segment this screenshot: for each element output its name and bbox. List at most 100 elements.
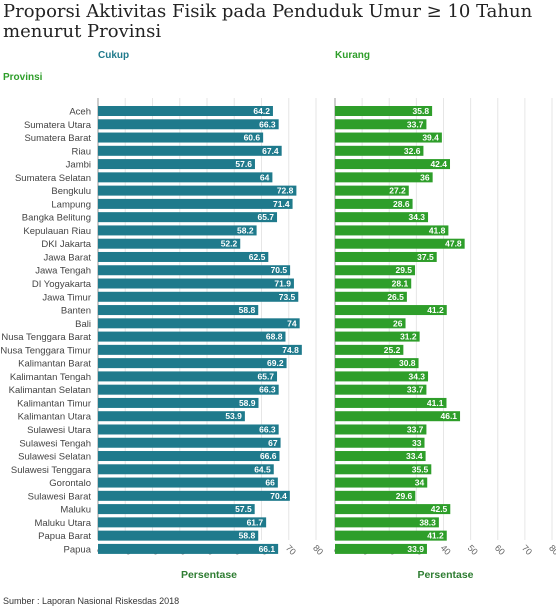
bar-cukup <box>98 451 280 462</box>
data-label-cukup: 67.4 <box>262 146 279 156</box>
bar-cukup <box>98 159 255 170</box>
bar-cukup <box>98 198 293 209</box>
bar-chart: Aceh Sumatera Utara Sumatera Barat Riau Jamb… <box>0 98 556 581</box>
bar-cukup <box>98 145 282 156</box>
bar-kurang <box>335 344 404 355</box>
x-tick-label: 60 <box>493 543 507 557</box>
data-label-cukup: 68.8 <box>266 332 283 342</box>
bar-cukup <box>98 371 278 382</box>
category-label: Sulawesi Utara <box>27 425 92 436</box>
bar-kurang <box>335 371 429 382</box>
bar-cukup <box>98 437 281 448</box>
x-axis-title-cukup: Persentase <box>181 569 237 581</box>
data-label-cukup: 58.8 <box>239 531 256 541</box>
category-label: Sulawesi Tenggara <box>11 465 92 476</box>
bar-cukup <box>98 397 259 408</box>
data-label-kurang: 41.1 <box>427 398 444 408</box>
bar-cukup <box>98 265 291 276</box>
panel-title-cukup: Cukup <box>98 50 130 61</box>
data-label-cukup: 66.3 <box>259 119 276 129</box>
bar-cukup <box>98 185 297 196</box>
data-label-kurang: 29.6 <box>396 491 413 501</box>
bar-cukup <box>98 331 286 342</box>
data-label-kurang: 26.5 <box>387 292 404 302</box>
data-label-kurang: 47.8 <box>445 239 462 249</box>
category-label: Kalimantan Tengah <box>10 372 91 383</box>
data-label-cukup: 66.1 <box>259 544 276 554</box>
chart-title: Proporsi Aktivitas Fisik pada Penduduk U… <box>3 1 533 42</box>
bar-cukup <box>98 464 274 475</box>
category-label: Gorontalo <box>49 478 91 489</box>
data-label-cukup: 65.7 <box>257 371 274 381</box>
category-label: Sumatera Utara <box>24 120 92 131</box>
bar-kurang <box>335 251 437 262</box>
data-label-cukup: 74 <box>287 318 297 328</box>
data-label-kurang: 28.6 <box>393 199 410 209</box>
category-label: Kalimantan Selatan <box>9 385 91 396</box>
data-label-cukup: 57.5 <box>235 504 252 514</box>
bar-cukup <box>98 106 273 116</box>
bar-kurang <box>335 477 428 488</box>
category-label: Bali <box>75 319 91 330</box>
bar-kurang <box>335 305 447 316</box>
data-label-cukup: 60.6 <box>244 133 261 143</box>
bar-kurang <box>335 106 433 116</box>
bar-kurang <box>335 543 427 554</box>
x-tick-label: 70 <box>520 543 534 557</box>
bar-cukup <box>98 424 279 435</box>
category-label: Kepulauan Riau <box>23 226 91 237</box>
x-tick-label: 80 <box>311 543 325 557</box>
data-label-cukup: 69.2 <box>267 358 284 368</box>
bar-cukup <box>98 305 259 316</box>
category-label: Jawa Timur <box>42 292 91 303</box>
data-label-cukup: 61.7 <box>247 517 264 527</box>
bar-kurang <box>335 212 429 223</box>
bar-kurang <box>335 185 409 196</box>
bar-cukup <box>98 411 245 422</box>
category-label: DKI Jakarta <box>41 239 91 250</box>
data-label-cukup: 64.5 <box>254 464 271 474</box>
data-label-kurang: 25.2 <box>384 345 401 355</box>
data-label-kurang: 33 <box>412 438 422 448</box>
bar-kurang <box>335 172 433 183</box>
category-label: Lampung <box>51 199 91 210</box>
data-label-cukup: 66 <box>265 478 275 488</box>
data-label-kurang: 33.7 <box>407 119 424 129</box>
category-label: Sumatera Barat <box>24 133 91 144</box>
bar-cukup <box>98 530 259 541</box>
data-label-kurang: 35.8 <box>413 106 430 116</box>
data-label-cukup: 64 <box>260 172 270 182</box>
bar-kurang <box>335 451 426 462</box>
data-label-kurang: 41.8 <box>429 225 446 235</box>
y-axis-header: Provinsi <box>3 72 43 83</box>
category-label: Nusa Tenggara Timur <box>0 345 91 356</box>
data-label-kurang: 31.2 <box>400 332 417 342</box>
category-label: Kalimantan Utara <box>18 412 92 423</box>
data-label-cukup: 66.3 <box>259 424 276 434</box>
data-label-kurang: 33.7 <box>407 385 424 395</box>
data-label-kurang: 36 <box>420 172 430 182</box>
data-label-kurang: 33.4 <box>406 451 423 461</box>
bar-cukup <box>98 278 294 289</box>
bar-cukup <box>98 132 264 143</box>
x-tick-label: 40 <box>439 543 453 557</box>
data-label-kurang: 39.4 <box>422 133 439 143</box>
bar-kurang <box>335 397 447 408</box>
bar-cukup <box>98 238 241 249</box>
bar-kurang <box>335 145 424 156</box>
data-label-kurang: 27.2 <box>389 186 406 196</box>
bar-kurang <box>335 331 420 342</box>
bar-kurang <box>335 437 425 448</box>
data-label-cukup: 67 <box>268 438 278 448</box>
data-label-kurang: 34 <box>415 478 425 488</box>
panel-title-kurang: Kurang <box>335 50 370 61</box>
category-label: Bangka Belitung <box>22 213 91 224</box>
category-label: Bengkulu <box>51 186 91 197</box>
data-label-cukup: 58.2 <box>237 225 254 235</box>
bar-cukup <box>98 490 290 501</box>
bar-kurang <box>335 530 447 541</box>
bar-kurang <box>335 358 419 369</box>
category-label: Riau <box>71 146 91 157</box>
bar-cukup <box>98 358 287 369</box>
source-note: Sumber : Laporan Nasional Riskesdas 2018 <box>3 596 180 606</box>
